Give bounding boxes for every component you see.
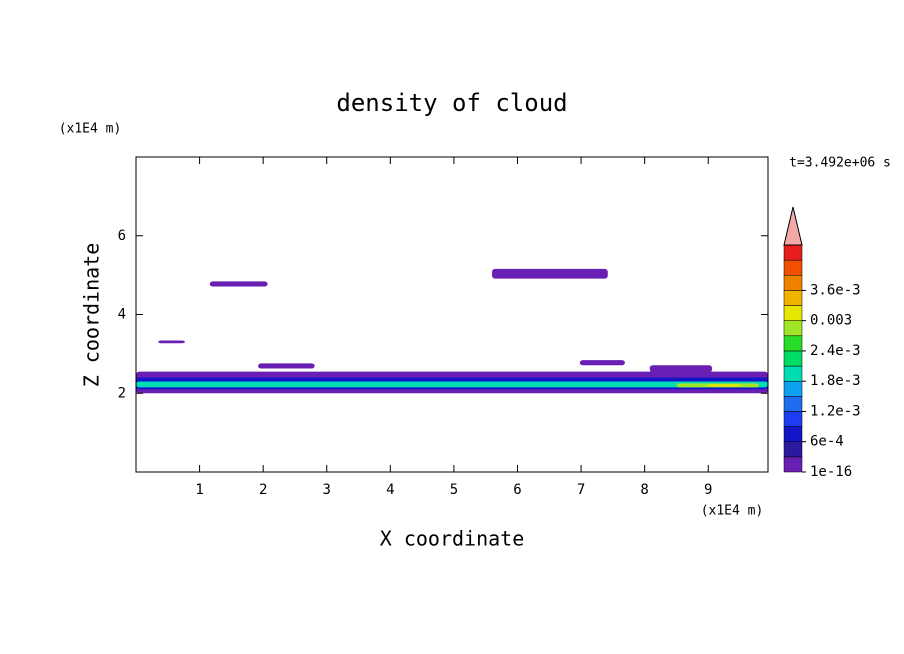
time-label: t=3.492e+06 s (789, 156, 891, 171)
colorbar-swatch (783, 441, 803, 458)
x-tick-label: 5 (450, 482, 458, 498)
contour-region (649, 365, 713, 373)
colorbar-swatch (783, 396, 803, 412)
y-unit: (x1E4 m) (59, 122, 122, 137)
colorbar-swatch (783, 320, 803, 337)
x-unit: (x1E4 m) (701, 504, 764, 519)
contour-region (708, 384, 741, 387)
colorbar-tick-label: 3.6e-3 (810, 282, 861, 298)
contour-region (258, 363, 315, 369)
colorbar-swatch (783, 290, 803, 306)
contour-region (492, 268, 608, 279)
x-tick-label: 8 (640, 482, 648, 498)
x-tick-label: 9 (704, 482, 712, 498)
colorbar-tick-label: 1.2e-3 (810, 403, 861, 419)
colorbar-tick-label: 1.8e-3 (810, 373, 861, 389)
colorbar-swatch (783, 365, 803, 382)
colorbar-over (783, 206, 803, 246)
colorbar-swatch (783, 380, 803, 397)
y-axis-label: Z coordinate (80, 243, 104, 388)
y-tick-label: 6 (118, 228, 126, 244)
x-tick-label: 2 (259, 482, 267, 498)
contour-region (136, 381, 768, 388)
colorbar-swatch (783, 305, 803, 321)
x-tick-label: 7 (577, 482, 585, 498)
colorbar-swatch (783, 275, 803, 291)
contour-region (579, 360, 625, 366)
x-axis-label: X coordinate (380, 527, 525, 551)
chart-title: density of cloud (336, 89, 567, 117)
x-tick-label: 6 (513, 482, 521, 498)
colorbar-tick-label: 2.4e-3 (810, 343, 861, 359)
colorbar-tick-label: 0.003 (810, 313, 852, 329)
colorbar-swatch (783, 411, 803, 427)
colorbar-swatch (783, 244, 803, 261)
x-tick-label: 1 (195, 482, 203, 498)
y-tick-label: 4 (118, 307, 126, 323)
x-tick-label: 3 (323, 482, 331, 498)
colorbar-swatch (783, 350, 803, 367)
contour-region (209, 281, 268, 287)
colorbar-swatch (783, 426, 803, 442)
colorbar-swatch (783, 456, 803, 473)
y-tick-label: 2 (118, 385, 126, 401)
colorbar-tick-label: 1e-16 (810, 464, 852, 480)
colorbar-tick-label: 6e-4 (810, 434, 844, 450)
x-tick-label: 4 (386, 482, 394, 498)
contour-region (158, 340, 185, 344)
colorbar-swatch (783, 259, 803, 276)
plot-frame (135, 156, 769, 473)
colorbar-swatch (783, 335, 803, 352)
